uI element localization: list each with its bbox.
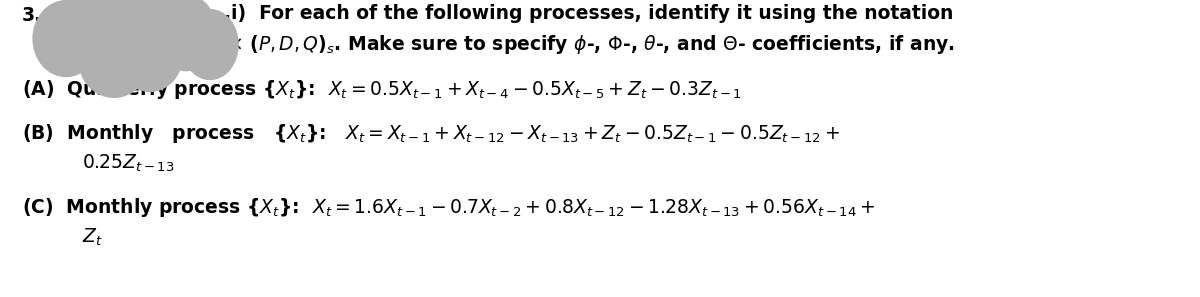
Text: (A)  Quarterly process {$X_t$}:  $X_t = 0.5X_{t-1} + X_{t-4} - 0.5X_{t-5} + Z_t : (A) Quarterly process {$X_t$}: $X_t = 0.… — [22, 78, 742, 101]
Text: $0.25Z_{t-13}$: $0.25Z_{t-13}$ — [82, 153, 174, 174]
Text: 3.: 3. — [22, 6, 42, 25]
Ellipse shape — [92, 0, 160, 68]
Text: .i)  For each of the following processes, identify it using the notation: .i) For each of the following processes,… — [224, 4, 954, 23]
Ellipse shape — [78, 21, 150, 98]
Ellipse shape — [181, 9, 239, 80]
Ellipse shape — [155, 0, 217, 71]
Ellipse shape — [60, 0, 132, 65]
Ellipse shape — [32, 0, 100, 77]
Text: SARIMA($p, d, q$) $\times$ ($P, D, Q$)$_s$. Make sure to specify $\phi$-, $\Phi$: SARIMA($p, d, q$) $\times$ ($P, D, Q$)$_… — [66, 33, 955, 56]
Ellipse shape — [122, 0, 190, 65]
Text: (B)  Monthly   process   {$X_t$}:   $X_t = X_{t-1} + X_{t-12} - X_{t-13} + Z_t -: (B) Monthly process {$X_t$}: $X_t = X_{t… — [22, 122, 840, 145]
Text: $Z_t$: $Z_t$ — [82, 227, 102, 248]
Text: (C)  Monthly process {$X_t$}:  $X_t = 1.6X_{t-1} - 0.7X_{t-2} + 0.8X_{t-12} - 1.: (C) Monthly process {$X_t$}: $X_t = 1.6X… — [22, 196, 875, 219]
Ellipse shape — [116, 15, 184, 92]
